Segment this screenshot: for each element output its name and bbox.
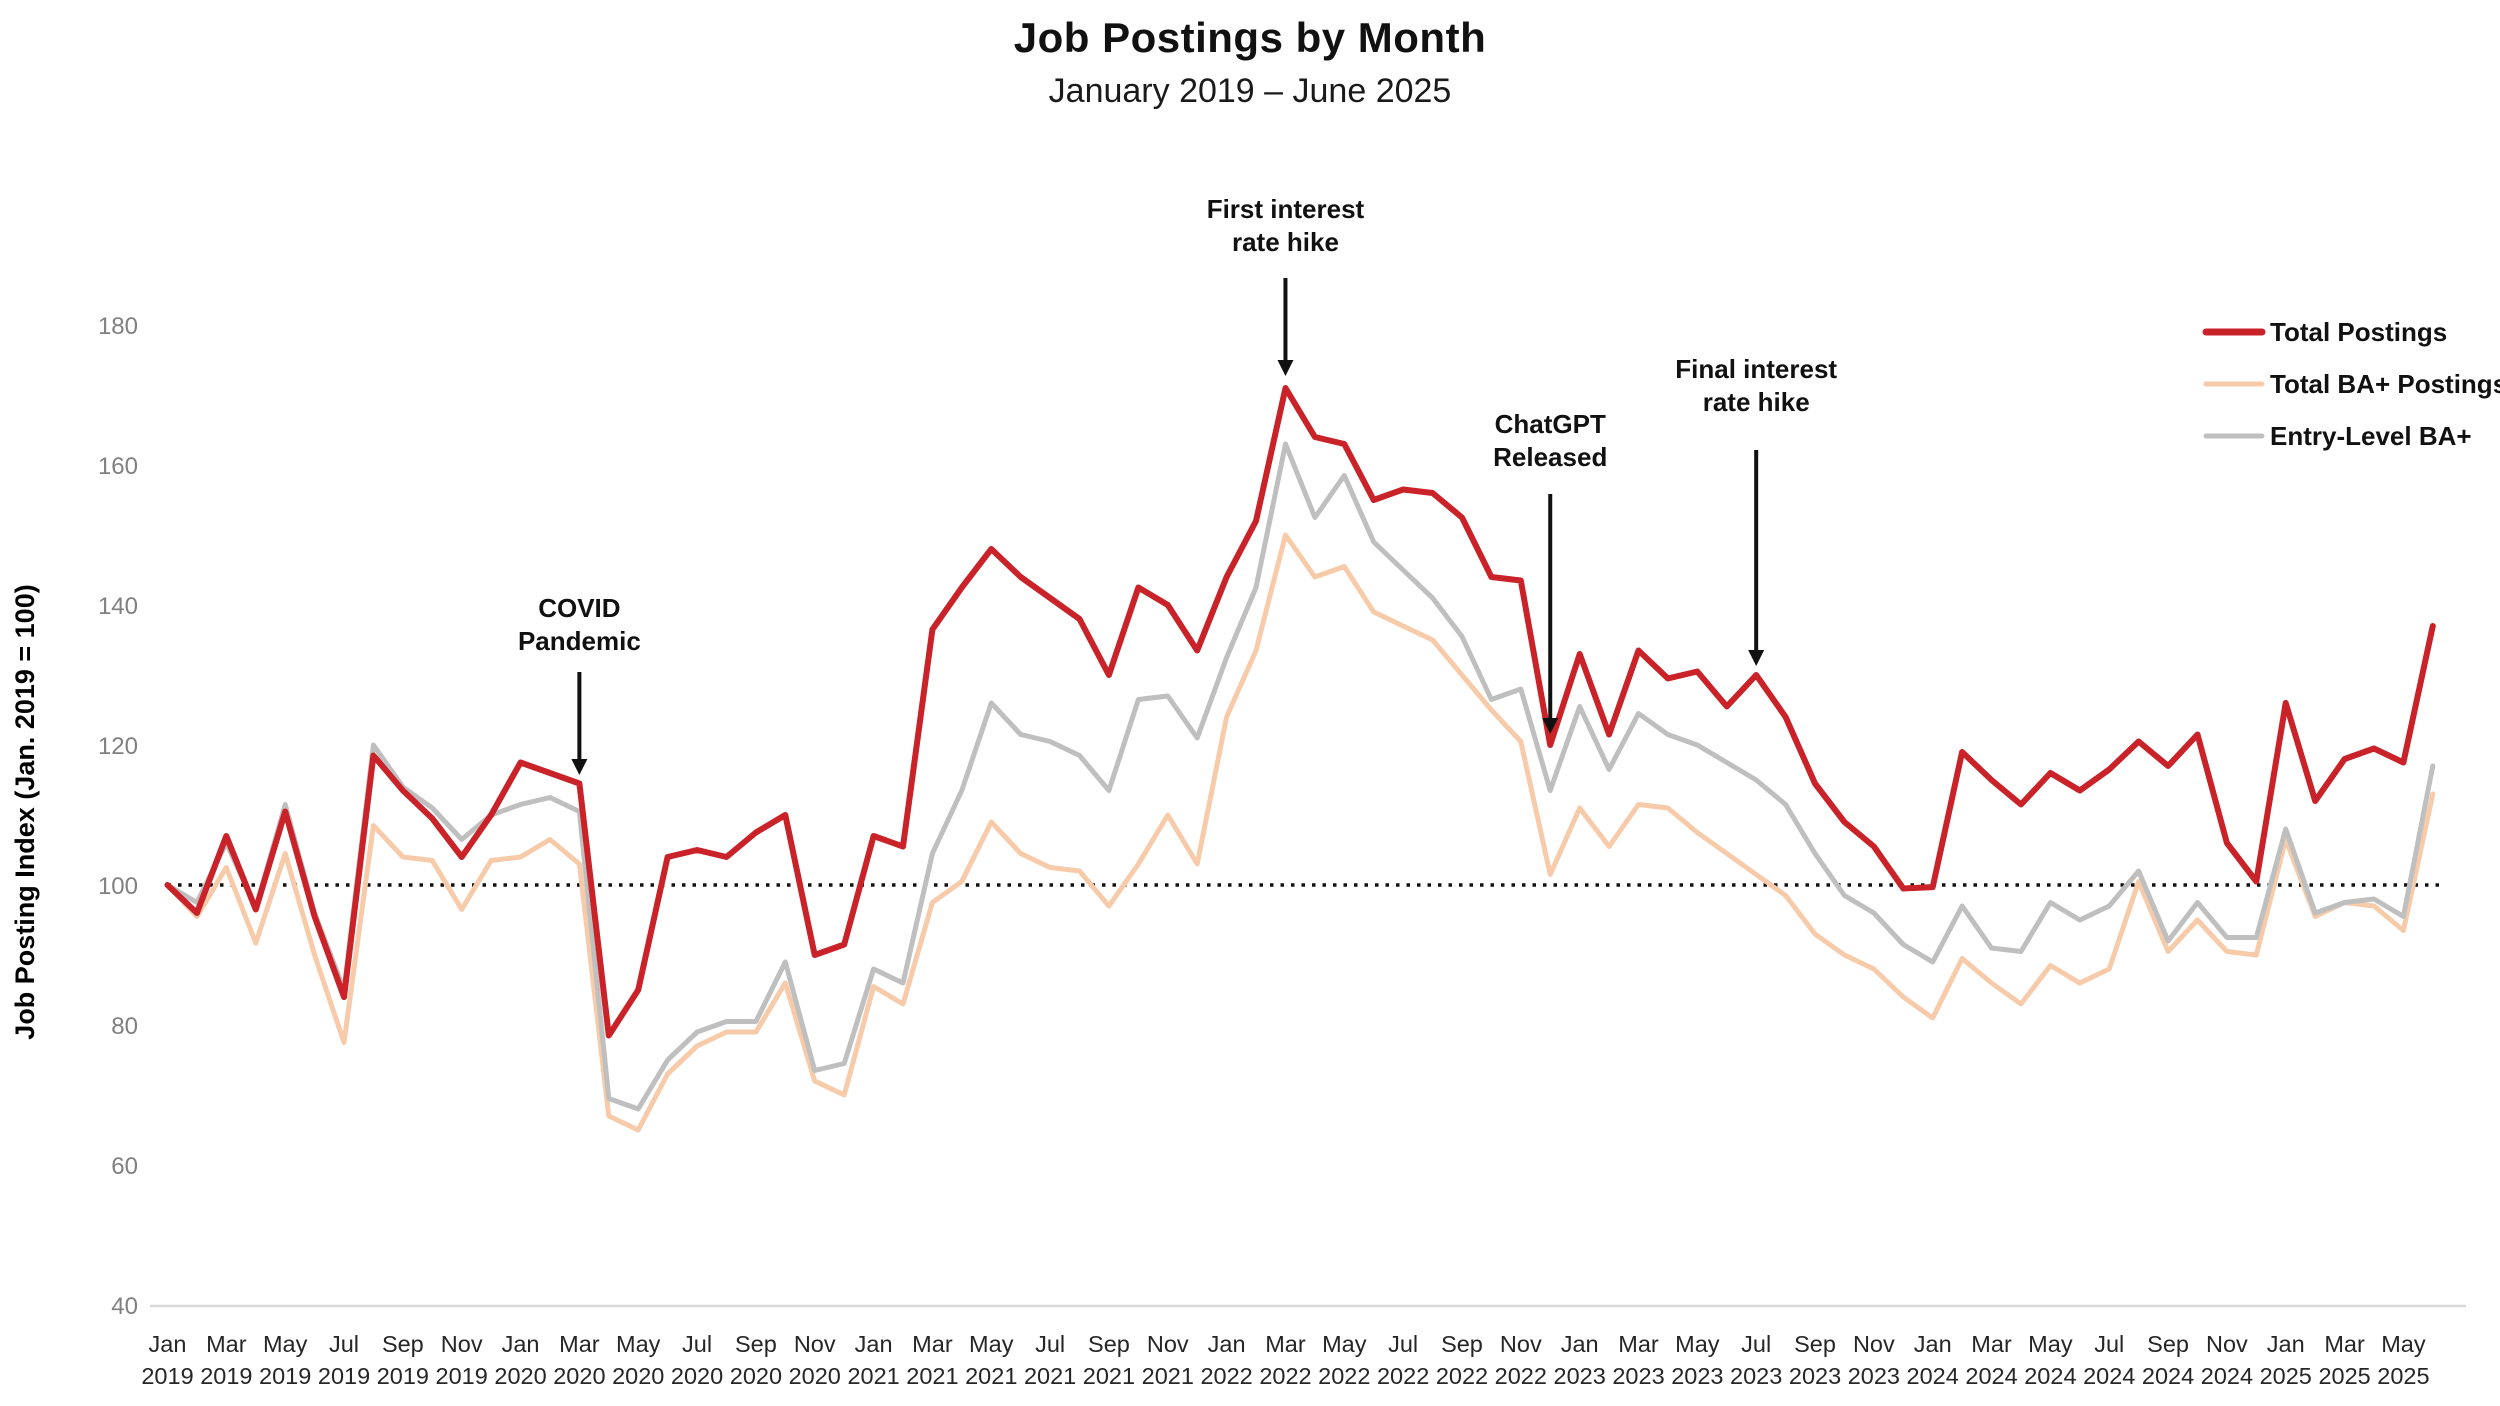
legend-label: Total BA+ Postings (2270, 369, 2500, 399)
x-tick-label: Jan 2019 (141, 1331, 193, 1389)
x-tick-label: Jul 2019 (318, 1331, 370, 1389)
x-tick-label: Nov 2021 (1142, 1331, 1194, 1389)
y-tick-label: 120 (98, 733, 138, 760)
x-tick-label: Mar 2020 (553, 1331, 605, 1389)
x-tick-label: Jul 2020 (671, 1331, 723, 1389)
x-tick-label: Sep 2022 (1436, 1331, 1488, 1389)
x-tick-label: Nov 2022 (1495, 1331, 1547, 1389)
x-tick-label: Jul 2021 (1024, 1331, 1076, 1389)
x-tick-label: May 2020 (612, 1331, 664, 1389)
x-tick-label: Sep 2020 (730, 1331, 782, 1389)
y-tick-label: 180 (98, 313, 138, 340)
x-tick-label: Jul 2024 (2083, 1331, 2135, 1389)
x-tick-label: May 2025 (2377, 1331, 2429, 1389)
x-tick-label: May 2022 (1318, 1331, 1370, 1389)
y-tick-label: 140 (98, 593, 138, 620)
annotation-arrow-head (571, 759, 588, 775)
series-line-total-postings (164, 385, 2436, 1039)
x-tick-label: Mar 2024 (1965, 1331, 2017, 1389)
legend-label: Entry-Level BA+ (2270, 421, 2472, 451)
annotation-text: rate hike (1232, 227, 1339, 257)
x-tick-label: Jul 2023 (1730, 1331, 1782, 1389)
x-tick-label: May 2023 (1671, 1331, 1723, 1389)
y-tick-label: 40 (111, 1293, 138, 1320)
annotation-text: Pandemic (518, 626, 641, 656)
annotation-text: First interest (1207, 194, 1365, 224)
x-tick-label: Nov 2019 (436, 1331, 488, 1389)
x-tick-label: Jan 2020 (494, 1331, 546, 1389)
annotation-text: rate hike (1703, 387, 1810, 417)
y-tick-label: 80 (111, 1013, 138, 1040)
x-tick-label: Jul 2022 (1377, 1331, 1429, 1389)
series-line-entry-level-ba- (165, 441, 2436, 1112)
x-tick-label: May 2019 (259, 1331, 311, 1389)
annotation-arrow-head (1542, 718, 1559, 734)
legend-label: Total Postings (2270, 317, 2447, 347)
x-tick-label: Mar 2021 (906, 1331, 958, 1389)
x-tick-label: Sep 2021 (1083, 1331, 1135, 1389)
series-line-total-ba-postings (165, 532, 2436, 1133)
y-tick-label: 100 (98, 873, 138, 900)
x-tick-label: Jan 2022 (1200, 1331, 1252, 1389)
y-tick-label: 160 (98, 453, 138, 480)
annotation-text: ChatGPT (1495, 409, 1606, 439)
x-tick-label: May 2024 (2024, 1331, 2076, 1389)
x-tick-label: Jan 2023 (1554, 1331, 1606, 1389)
x-tick-label: Jan 2021 (847, 1331, 899, 1389)
x-tick-label: Mar 2019 (200, 1331, 252, 1389)
y-tick-label: 60 (111, 1153, 138, 1180)
x-tick-label: Nov 2023 (1848, 1331, 1900, 1389)
x-tick-label: Mar 2025 (2318, 1331, 2370, 1389)
x-tick-label: Mar 2023 (1612, 1331, 1664, 1389)
x-tick-label: Nov 2024 (2201, 1331, 2253, 1389)
x-tick-label: Sep 2019 (377, 1331, 429, 1389)
chart-subtitle: January 2019 – June 2025 (1048, 72, 1452, 110)
x-tick-label: May 2021 (965, 1331, 1017, 1389)
x-tick-label: Jan 2025 (2260, 1331, 2312, 1389)
annotation-arrow-head (1277, 360, 1294, 376)
annotation-text: Released (1493, 442, 1607, 472)
x-tick-label: Jan 2024 (1907, 1331, 1959, 1389)
annotation-arrow-head (1748, 650, 1765, 666)
x-tick-label: Sep 2024 (2142, 1331, 2194, 1389)
x-tick-label: Nov 2020 (789, 1331, 841, 1389)
annotation-text: COVID (538, 593, 620, 623)
y-axis-title: Job Posting Index (Jan. 2019 = 100) (10, 584, 40, 1039)
x-tick-label: Sep 2023 (1789, 1331, 1841, 1389)
annotation-text: Final interest (1675, 354, 1837, 384)
x-tick-label: Mar 2022 (1259, 1331, 1311, 1389)
chart-title: Job Postings by Month (1013, 14, 1487, 61)
